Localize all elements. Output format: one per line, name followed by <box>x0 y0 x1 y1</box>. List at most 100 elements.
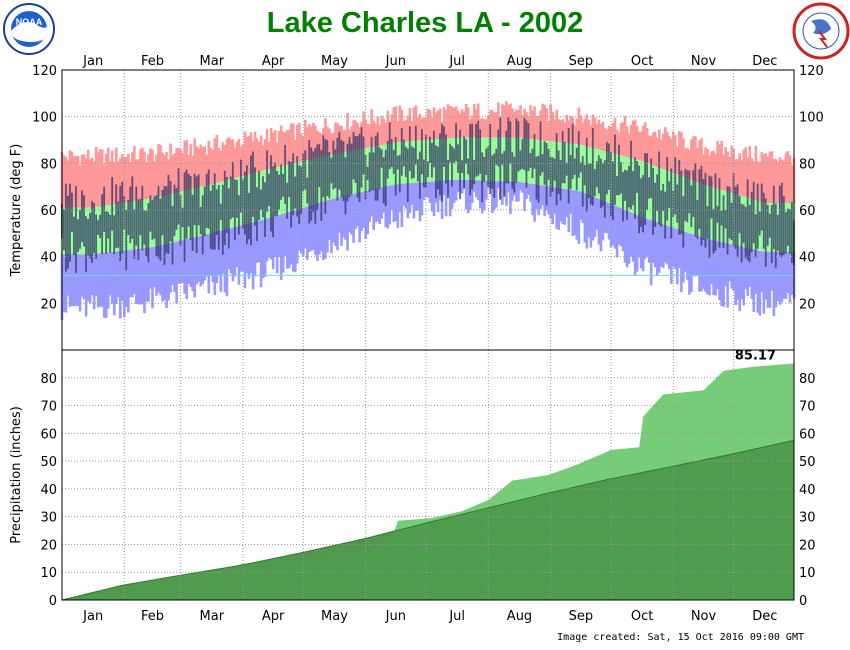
record-low-bar <box>728 243 731 282</box>
record-high-bar <box>716 141 719 189</box>
record-low-bar <box>74 254 78 306</box>
observed-temperature-bar <box>360 126 363 188</box>
record-low-bar <box>483 180 486 211</box>
record-low-bar <box>181 240 184 284</box>
record-high-bar <box>88 159 92 208</box>
record-low-bar <box>376 188 380 222</box>
observed-temperature-bar <box>477 120 480 176</box>
precipitation-ytick-right: 60 <box>799 427 816 442</box>
record-low-bar <box>112 251 116 316</box>
record-high-bar <box>489 109 492 138</box>
record-low-bar <box>149 247 152 289</box>
record-low-bar <box>326 200 329 253</box>
record-low-bar <box>153 246 156 288</box>
record-high-bar <box>279 125 283 167</box>
record-low-bar <box>64 254 68 313</box>
record-low-bar <box>135 249 138 304</box>
record-low-bar <box>348 194 351 233</box>
observed-temperature-bar <box>358 133 361 203</box>
record-low-bar <box>384 186 388 228</box>
record-low-bar <box>768 252 772 308</box>
record-high-bar <box>84 158 88 208</box>
record-low-bar <box>507 181 510 193</box>
record-high-bar <box>179 149 182 192</box>
observed-temperature-bar <box>593 169 596 197</box>
record-low-bar <box>223 229 227 293</box>
record-high-bar <box>625 126 629 157</box>
record-high-bar <box>235 141 239 178</box>
observed-temperature-bar <box>121 181 124 254</box>
record-low-bar <box>641 217 645 272</box>
record-low-bar <box>390 185 394 211</box>
record-high-bar <box>655 137 659 167</box>
observed-temperature-bar <box>774 203 777 268</box>
observed-temperature-bar <box>605 141 608 195</box>
observed-temperature-bar <box>300 166 303 215</box>
record-low-bar <box>661 224 665 268</box>
observed-temperature-bar <box>716 205 719 223</box>
record-low-bar <box>255 221 259 263</box>
observed-temperature-bar <box>374 135 377 201</box>
observed-temperature-bar <box>473 159 476 185</box>
record-low-bar <box>647 219 651 263</box>
record-low-bar <box>129 249 132 298</box>
record-low-bar <box>356 193 359 227</box>
observed-temperature-bar <box>77 219 79 253</box>
record-high-bar <box>161 152 164 196</box>
record-low-bar <box>627 211 631 264</box>
record-high-bar <box>631 120 635 159</box>
record-high-bar <box>545 108 548 141</box>
observed-temperature-bar <box>738 195 741 234</box>
observed-temperature-bar <box>758 211 761 236</box>
observed-temperature-bar <box>720 210 723 226</box>
record-low-bar <box>287 212 291 269</box>
record-high-bar <box>102 164 106 206</box>
record-low-bar <box>187 238 190 284</box>
record-high-bar <box>529 105 532 139</box>
observed-temperature-bar <box>706 206 709 239</box>
observed-temperature-bar <box>258 170 260 221</box>
record-high-bar <box>694 136 697 182</box>
record-low-bar <box>674 228 677 270</box>
record-low-bar <box>760 251 764 292</box>
record-high-bar <box>213 138 217 184</box>
precipitation-ytick-left: 30 <box>40 511 57 526</box>
month-label-top: Jul <box>448 54 465 69</box>
record-high-bar <box>464 103 468 138</box>
precipitation-ytick-right: 30 <box>799 511 816 526</box>
record-low-bar <box>185 239 188 300</box>
record-high-bar <box>746 157 750 198</box>
observed-temperature-bar <box>710 176 713 219</box>
record-low-bar <box>452 179 456 203</box>
observed-temperature-bar <box>408 126 411 171</box>
record-low-bar <box>521 182 524 193</box>
observed-temperature-bar <box>270 155 272 232</box>
observed-temperature-bar <box>63 209 65 251</box>
observed-temperature-bar <box>786 208 789 246</box>
observed-temperature-bar <box>145 210 148 257</box>
record-high-bar <box>221 142 225 182</box>
record-low-bar <box>629 212 633 257</box>
observed-temperature-bar <box>537 155 540 203</box>
record-high-bar <box>575 118 579 145</box>
observed-temperature-bar <box>231 161 234 218</box>
record-high-bar <box>485 119 488 138</box>
record-low-bar <box>104 252 108 319</box>
record-high-bar <box>680 132 683 176</box>
observed-temperature-bar <box>728 186 731 239</box>
observed-temperature-bar <box>336 137 339 201</box>
record-low-bar <box>207 234 211 294</box>
observed-temperature-bar <box>620 161 622 194</box>
record-low-bar <box>312 204 315 251</box>
observed-temperature-bar <box>384 149 387 207</box>
observed-temperature-bar <box>119 185 122 261</box>
observed-temperature-bar <box>83 195 85 247</box>
record-high-bar <box>108 160 112 205</box>
observed-temperature-bar <box>125 209 128 271</box>
record-high-bar <box>267 141 271 170</box>
observed-temperature-bar <box>81 190 83 243</box>
observed-temperature-bar <box>630 140 632 210</box>
observed-temperature-bar <box>694 163 697 237</box>
record-low-bar <box>613 205 617 249</box>
record-low-bar <box>179 240 182 284</box>
